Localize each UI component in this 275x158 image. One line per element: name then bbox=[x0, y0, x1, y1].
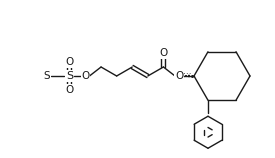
Text: ···: ··· bbox=[183, 70, 192, 79]
Text: O: O bbox=[81, 71, 90, 81]
Text: O: O bbox=[65, 57, 74, 67]
Text: O: O bbox=[159, 48, 167, 58]
Text: O: O bbox=[65, 85, 74, 95]
Text: S: S bbox=[44, 71, 51, 81]
Text: S: S bbox=[66, 71, 73, 81]
Text: O: O bbox=[175, 71, 183, 81]
